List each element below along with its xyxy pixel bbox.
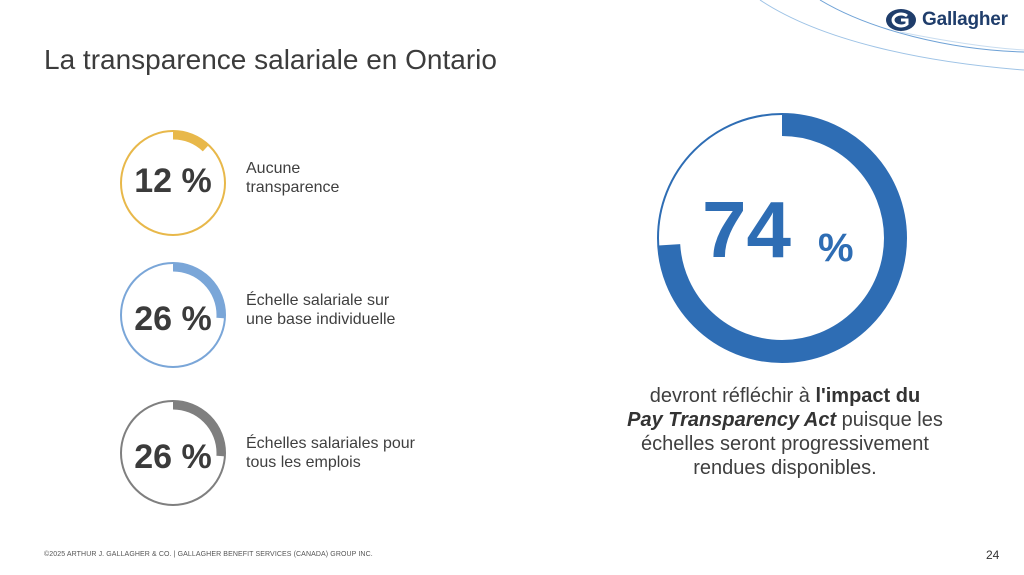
- progress-ring: [120, 130, 226, 236]
- progress-ring: [120, 400, 226, 506]
- highlight-unit: %: [818, 226, 854, 270]
- footer-copyright: ©2025 ARTHUR J. GALLAGHER & CO. | GALLAG…: [44, 551, 373, 558]
- stat-all-jobs-scale: 26 % Échelles salariales pour tous les e…: [118, 398, 578, 508]
- progress-ring: [120, 262, 226, 368]
- caption-act-name: Pay Transparency Act: [627, 409, 837, 431]
- stat-description: Échelle salariale sur une base individue…: [246, 292, 396, 328]
- caption-bold: l'impact du: [815, 385, 921, 407]
- stat-no-transparency: 12 % Aucune transparence: [118, 128, 578, 238]
- gallagher-logo: Gallagher: [885, 8, 1008, 32]
- slide-title: La transparence salariale en Ontario: [44, 44, 497, 75]
- stat-description: Aucune transparence: [246, 160, 340, 196]
- stat-percentage: 26 %: [134, 300, 212, 338]
- caption-text-end: puisque les échelles seront progressivem…: [641, 409, 943, 479]
- brand-name: Gallagher: [922, 9, 1008, 30]
- highlight-ring: [657, 113, 907, 363]
- stat-percentage: 12 %: [134, 162, 212, 200]
- gallagher-g-icon: [886, 9, 916, 31]
- caption-text: devront réfléchir à: [649, 385, 816, 407]
- stat-description: Échelles salariales pour tous les emploi…: [246, 435, 415, 471]
- highlight-caption: devront réfléchir à l'impact du Pay Trans…: [610, 384, 960, 480]
- page-number: 24: [986, 548, 1000, 562]
- stat-individual-scale: 26 % Échelle salariale sur une base indi…: [118, 260, 578, 370]
- stat-percentage: 26 %: [134, 438, 212, 476]
- highlight-number: 74: [702, 185, 791, 274]
